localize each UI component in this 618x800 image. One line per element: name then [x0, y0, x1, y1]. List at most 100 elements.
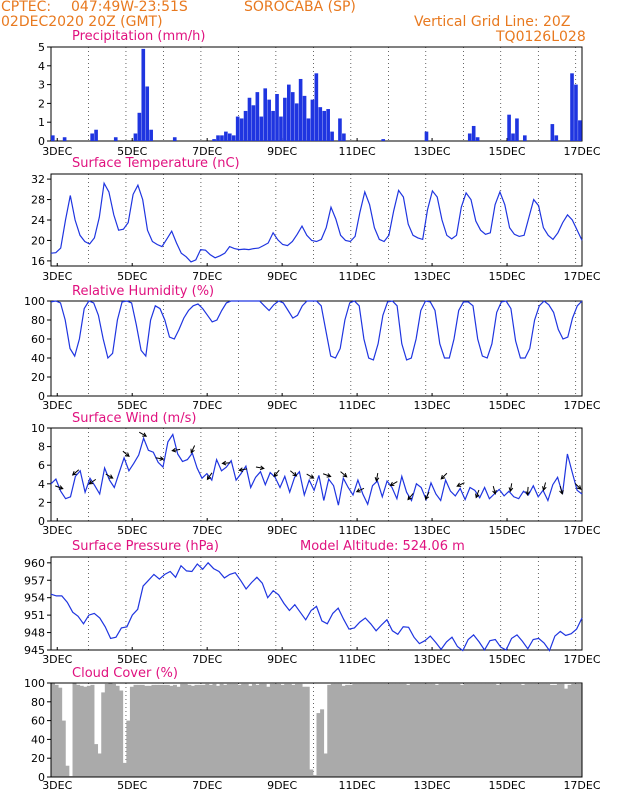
- cloud-bar: [388, 683, 393, 777]
- cloud-bar: [474, 683, 479, 777]
- y-tick-label: 100: [24, 677, 45, 690]
- cloud-bar: [506, 683, 511, 777]
- y-tick-label: 4: [38, 60, 45, 73]
- y-tick-label: 20: [31, 752, 45, 765]
- cloud-bar: [111, 683, 116, 777]
- y-tick-label: 40: [31, 352, 45, 365]
- x-tick-label: 11DEC: [339, 270, 376, 283]
- cloud-bar: [216, 685, 221, 777]
- cloud-bar: [377, 683, 382, 777]
- x-tick-label: 13DEC: [414, 270, 451, 283]
- cloud-bar: [521, 684, 525, 777]
- precip-bar: [511, 133, 515, 141]
- cloud-bar: [273, 683, 278, 777]
- cloud-bar: [373, 683, 378, 777]
- y-tick-label: 0: [38, 771, 45, 784]
- x-tick-label: 15DEC: [488, 145, 525, 158]
- y-tick-label: 80: [31, 696, 45, 709]
- panel-6: Cloud Cover (%) 0 20 40 60 80 100 3DEC 5DEC 7DEC 9…: [24, 666, 601, 792]
- y-tick-label: 3: [38, 79, 45, 92]
- cloud-bar: [226, 683, 231, 777]
- cloud-bar: [399, 683, 404, 777]
- cloud-bar: [535, 683, 540, 777]
- cloud-bar: [201, 684, 206, 777]
- cloud-bar: [94, 744, 99, 777]
- y-tick-label: 948: [24, 627, 45, 640]
- cloud-bar: [248, 685, 253, 777]
- cloud-bar: [549, 684, 554, 777]
- precip-bar: [259, 116, 264, 141]
- x-tick-label: 7DEC: [192, 399, 222, 412]
- cloud-bar: [528, 683, 533, 777]
- wind-arrow: [355, 487, 365, 493]
- y-tick-label: 0: [38, 390, 45, 403]
- y-tick-label: 40: [31, 733, 45, 746]
- x-tick-label: 17DEC: [563, 524, 600, 537]
- precip-bar: [220, 135, 224, 141]
- panel-5: Surface Pressure (hPa) Model Altitude: 52…: [24, 539, 601, 666]
- precip-bar: [255, 92, 260, 141]
- x-tick-label: 7DEC: [192, 779, 222, 792]
- cloud-bar: [485, 683, 490, 777]
- x-tick-label: 3DEC: [42, 779, 72, 792]
- cloud-bar: [262, 683, 267, 777]
- x-tick-label: 13DEC: [414, 399, 451, 412]
- y-tick-label: 60: [31, 715, 45, 728]
- cloud-bar: [86, 685, 91, 777]
- wind-arrow: [221, 460, 231, 466]
- wind-arrow: [492, 486, 497, 495]
- panel-title: Precipitation (mm/h): [72, 29, 205, 44]
- precip-bar: [113, 137, 118, 141]
- x-tick-label: 9DEC: [267, 524, 297, 537]
- cloud-bar: [556, 683, 561, 777]
- x-tick-label: 11DEC: [339, 653, 376, 666]
- cloud-bar: [495, 684, 500, 777]
- x-tick-label: 17DEC: [563, 145, 600, 158]
- x-tick-label: 17DEC: [563, 399, 600, 412]
- cloud-bar: [395, 683, 400, 777]
- panel-title: Surface Pressure (hPa): [72, 539, 219, 554]
- x-tick-label: 11DEC: [339, 399, 376, 412]
- cloud-bar: [255, 684, 260, 777]
- wind-arrow: [456, 482, 465, 487]
- panel-title: Relative Humidity (%): [72, 284, 214, 299]
- cloud-bar: [97, 753, 102, 777]
- y-tick-label: 945: [24, 644, 45, 657]
- header-grid-note: Vertical Grid Line: 20Z: [414, 14, 571, 30]
- wind-arrow: [525, 486, 531, 496]
- cloud-bar: [241, 683, 246, 777]
- cloud-bar: [449, 683, 454, 777]
- cloud-bar: [470, 683, 475, 777]
- wind-arrow: [71, 469, 80, 476]
- y-tick-label: 951: [24, 609, 45, 622]
- precip-bar: [342, 133, 346, 141]
- precip-bar: [554, 135, 559, 141]
- cloud-bar: [560, 683, 565, 777]
- x-tick-label: 3DEC: [42, 270, 72, 283]
- cloud-bar: [194, 684, 199, 777]
- precip-bar: [283, 97, 287, 141]
- cloud-bar: [352, 683, 357, 777]
- cloud-bar: [83, 686, 88, 777]
- cloud-bar: [488, 683, 493, 777]
- cloud-bar: [370, 683, 375, 777]
- cloud-bar: [61, 720, 66, 777]
- cloud-bar: [542, 683, 547, 777]
- cloud-bar: [531, 683, 536, 777]
- cloud-bar: [126, 720, 131, 777]
- cloud-bar: [406, 684, 411, 777]
- x-tick-label: 5DEC: [117, 779, 147, 792]
- cloud-bar: [510, 683, 515, 777]
- cloud-bar: [151, 684, 156, 777]
- x-tick-label: 15DEC: [488, 524, 525, 537]
- y-tick-label: 8: [38, 441, 45, 454]
- precip-bar: [318, 107, 323, 141]
- y-tick-label: 20: [31, 371, 45, 384]
- precip-bar: [235, 116, 240, 141]
- wind-arrow: [55, 485, 64, 490]
- x-tick-label: 13DEC: [414, 653, 451, 666]
- y-tick-label: 10: [31, 422, 45, 435]
- cloud-bar: [477, 683, 482, 777]
- precip-bar: [298, 78, 303, 141]
- cloud-bar: [233, 683, 238, 777]
